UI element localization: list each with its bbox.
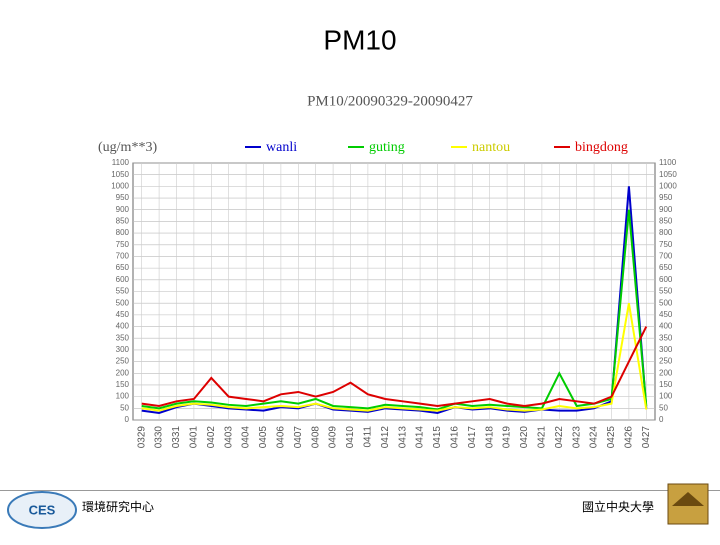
y-tick-label-right: 900 [659,205,673,214]
y-tick-label-right: 250 [659,357,673,366]
x-tick-label: 0402 [206,426,217,449]
y-tick-label: 750 [116,240,130,249]
x-tick-label: 0411 [363,426,374,448]
legend-label: wanli [266,140,297,155]
y-tick-label-right: 1050 [659,170,677,179]
series-line [141,326,648,407]
footer-rule [0,490,720,491]
y-tick-label-right: 700 [659,252,673,261]
x-tick-label: 0410 [345,426,356,449]
y-tick-label-right: 1000 [659,181,677,190]
y-tick-label-right: 950 [659,193,673,202]
x-tick-label: 0403 [223,426,234,449]
y-tick-label: 250 [116,357,130,366]
footer-right: 國立中央大學 [582,499,654,514]
y-tick-label: 350 [116,333,130,342]
y-tick-label: 850 [116,217,130,226]
y-tick-label: 550 [116,287,130,296]
x-tick-label: 0408 [310,426,321,449]
logo-right-roof [672,492,704,506]
chart-title: PM10/20090329-20090427 [307,93,473,109]
y-tick-label-right: 300 [659,345,673,354]
x-tick-label: 0417 [467,426,478,449]
y-tick-label: 50 [120,403,129,412]
y-tick-label-right: 100 [659,392,673,401]
legend-label: bingdong [575,140,628,155]
y-tick-label-right: 550 [659,287,673,296]
logo-left-text: CES [29,502,56,517]
y-tick-label-right: 350 [659,333,673,342]
x-tick-label: 0427 [641,426,652,449]
x-tick-label: 0414 [415,426,426,449]
y-tick-label-right: 200 [659,368,673,377]
y-tick-label: 950 [116,193,130,202]
logo-left [7,491,77,529]
x-tick-label: 0412 [380,426,391,449]
y-tick-label-right: 650 [659,263,673,272]
x-tick-label: 0424 [589,426,600,449]
y-tick-label: 450 [116,310,130,319]
series-line [141,303,648,412]
y-tick-label-right: 400 [659,322,673,331]
x-tick-label: 0422 [554,426,565,449]
y-tick-label-right: 150 [659,380,673,389]
y-tick-label: 900 [116,205,130,214]
x-tick-label: 0419 [502,426,513,449]
y-tick-label: 100 [116,392,130,401]
y-tick-label-right: 750 [659,240,673,249]
y-tick-label: 500 [116,298,130,307]
y-tick-label-right: 450 [659,310,673,319]
y-tick-label-right: 600 [659,275,673,284]
x-tick-label: 0401 [189,426,200,449]
x-tick-label: 0404 [241,426,252,449]
series-line [141,186,648,415]
y-tick-label: 1050 [111,170,129,179]
x-tick-label: 0330 [154,426,165,449]
y-tick-label: 600 [116,275,130,284]
y-tick-label-right: 500 [659,298,673,307]
x-tick-label: 0423 [571,426,582,449]
y-tick-label: 800 [116,228,130,237]
x-tick-label: 0331 [171,426,182,449]
x-tick-label: 0329 [136,426,147,449]
x-tick-label: 0420 [519,426,530,449]
y-tick-label: 650 [116,263,130,272]
x-tick-label: 0425 [606,426,617,449]
x-tick-label: 0415 [432,426,443,449]
x-tick-label: 0426 [624,426,635,449]
y-tick-label: 200 [116,368,130,377]
x-tick-label: 0406 [276,426,287,449]
y-tick-label-right: 0 [659,415,664,424]
x-tick-label: 0418 [484,426,495,449]
y-axis-label: (ug/m**3) [98,140,157,155]
x-tick-label: 0413 [397,426,408,449]
y-tick-label: 300 [116,345,130,354]
y-tick-label-right: 50 [659,403,668,412]
y-tick-label: 150 [116,380,130,389]
y-tick-label: 1100 [112,158,130,167]
legend-label: nantou [472,140,510,155]
y-tick-label-right: 850 [659,217,673,226]
y-tick-label: 400 [116,322,130,331]
x-tick-label: 0409 [328,426,339,449]
y-tick-label-right: 1100 [659,158,677,167]
legend: wanli guting nantou bingdong [245,140,628,155]
x-tick-label: 0405 [258,426,269,449]
y-tick-label-right: 800 [659,228,673,237]
x-tick-label: 0407 [293,426,304,449]
plot: 0 0 50 50 100 100 150 150 200 200 250 250 300 300 350 3… [111,158,677,448]
legend-label: guting [369,140,405,155]
footer-left: 環境研究中心 [82,499,154,514]
series-line [141,209,648,411]
y-tick-label: 1000 [111,181,129,190]
y-tick-label: 0 [125,415,130,424]
y-tick-label: 700 [116,252,130,261]
x-tick-label: 0416 [450,426,461,449]
slide-title: PM10 [323,24,396,55]
x-tick-label: 0421 [537,426,548,449]
